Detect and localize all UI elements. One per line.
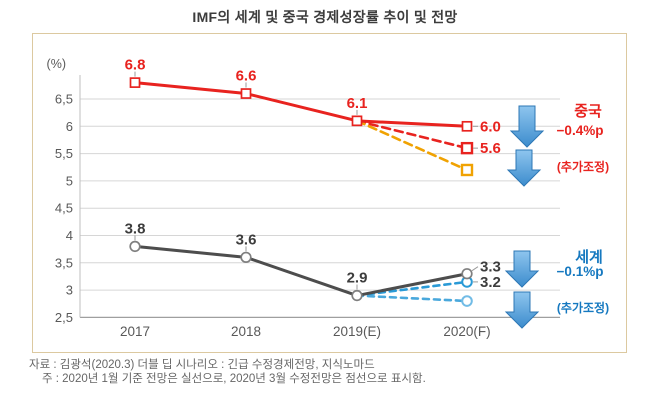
source-note: 자료 : 김광석(2020.3) 더블 딥 시나리오 : 긴급 수정경제전망, …: [29, 359, 375, 371]
legend-note: 주 : 2020년 1월 기준 전망은 실선으로, 2020년 3월 수정전망은…: [42, 373, 426, 385]
data-marker: [240, 88, 252, 99]
x-axis-label: 2017: [120, 324, 150, 339]
value-label: 3.2: [480, 274, 501, 291]
plot-area: 2,5 3 3,5 4 4,5 5 5,5 6 6,5 (%) 2017 2018 2019(E) 202…: [47, 57, 560, 339]
series-line: [355, 294, 469, 303]
y-tick-label: 4: [66, 228, 73, 243]
data-marker: [129, 240, 141, 253]
y-axis-unit-label: (%): [47, 57, 66, 71]
value-label: 6.0: [480, 118, 501, 135]
china-series-label: 중국: [574, 103, 602, 120]
y-tick-label: 6,5: [55, 92, 73, 107]
world-series-label: 세계: [575, 249, 603, 266]
data-marker: [351, 115, 363, 127]
x-axis-label: 2019(E): [333, 324, 381, 339]
down-arrow-icon: [509, 105, 545, 148]
series-line: [355, 280, 469, 297]
data-marker: [129, 77, 141, 88]
world-extra-adjust-label: (추가조정): [556, 301, 610, 315]
y-tick-label: 3: [66, 283, 73, 298]
data-marker: [461, 120, 473, 132]
value-label: 3.8: [125, 220, 146, 237]
china-drop-arrows: [506, 105, 545, 187]
data-marker: [460, 141, 474, 155]
value-label: 3.6: [236, 231, 257, 248]
value-label: 6.8: [125, 57, 146, 74]
y-tick-label: 5: [66, 173, 73, 188]
x-axis-label: 2020(F): [443, 324, 490, 339]
china-revision-delta: −0.4%p: [556, 123, 604, 138]
series-line: [355, 119, 469, 150]
y-tick-label: 4,5: [55, 201, 73, 216]
series-line: [133, 81, 469, 128]
value-label: 2.9: [347, 270, 368, 287]
y-tick-label: 5,5: [55, 146, 73, 161]
world-drop-arrows: [504, 250, 540, 329]
value-label: 3.3: [480, 259, 501, 276]
series-line: [355, 119, 469, 172]
label-leader-line: [471, 266, 479, 272]
down-arrow-icon: [504, 291, 540, 329]
value-label: 5.6: [480, 140, 501, 157]
data-marker: [240, 251, 252, 263]
y-tick-label: 2,5: [55, 310, 73, 325]
chart-title: IMF의 세계 및 중국 경제성장률 추이 및 전망: [192, 9, 458, 25]
y-tick-label: 6: [66, 119, 73, 134]
down-arrow-icon: [504, 250, 540, 288]
series-line: [133, 244, 469, 298]
value-label: 6.1: [347, 95, 368, 112]
data-marker: [461, 268, 473, 280]
data-marker: [460, 163, 474, 177]
world-revision-delta: −0.1%p: [556, 264, 604, 279]
value-label: 6.6: [236, 68, 257, 85]
y-tick-label: 3,5: [55, 255, 73, 270]
data-marker: [461, 295, 473, 307]
x-axis-label: 2018: [231, 324, 261, 339]
down-arrow-icon: [506, 149, 542, 187]
data-marker: [351, 289, 363, 302]
china-extra-adjust-label: (추가조정): [556, 160, 610, 174]
